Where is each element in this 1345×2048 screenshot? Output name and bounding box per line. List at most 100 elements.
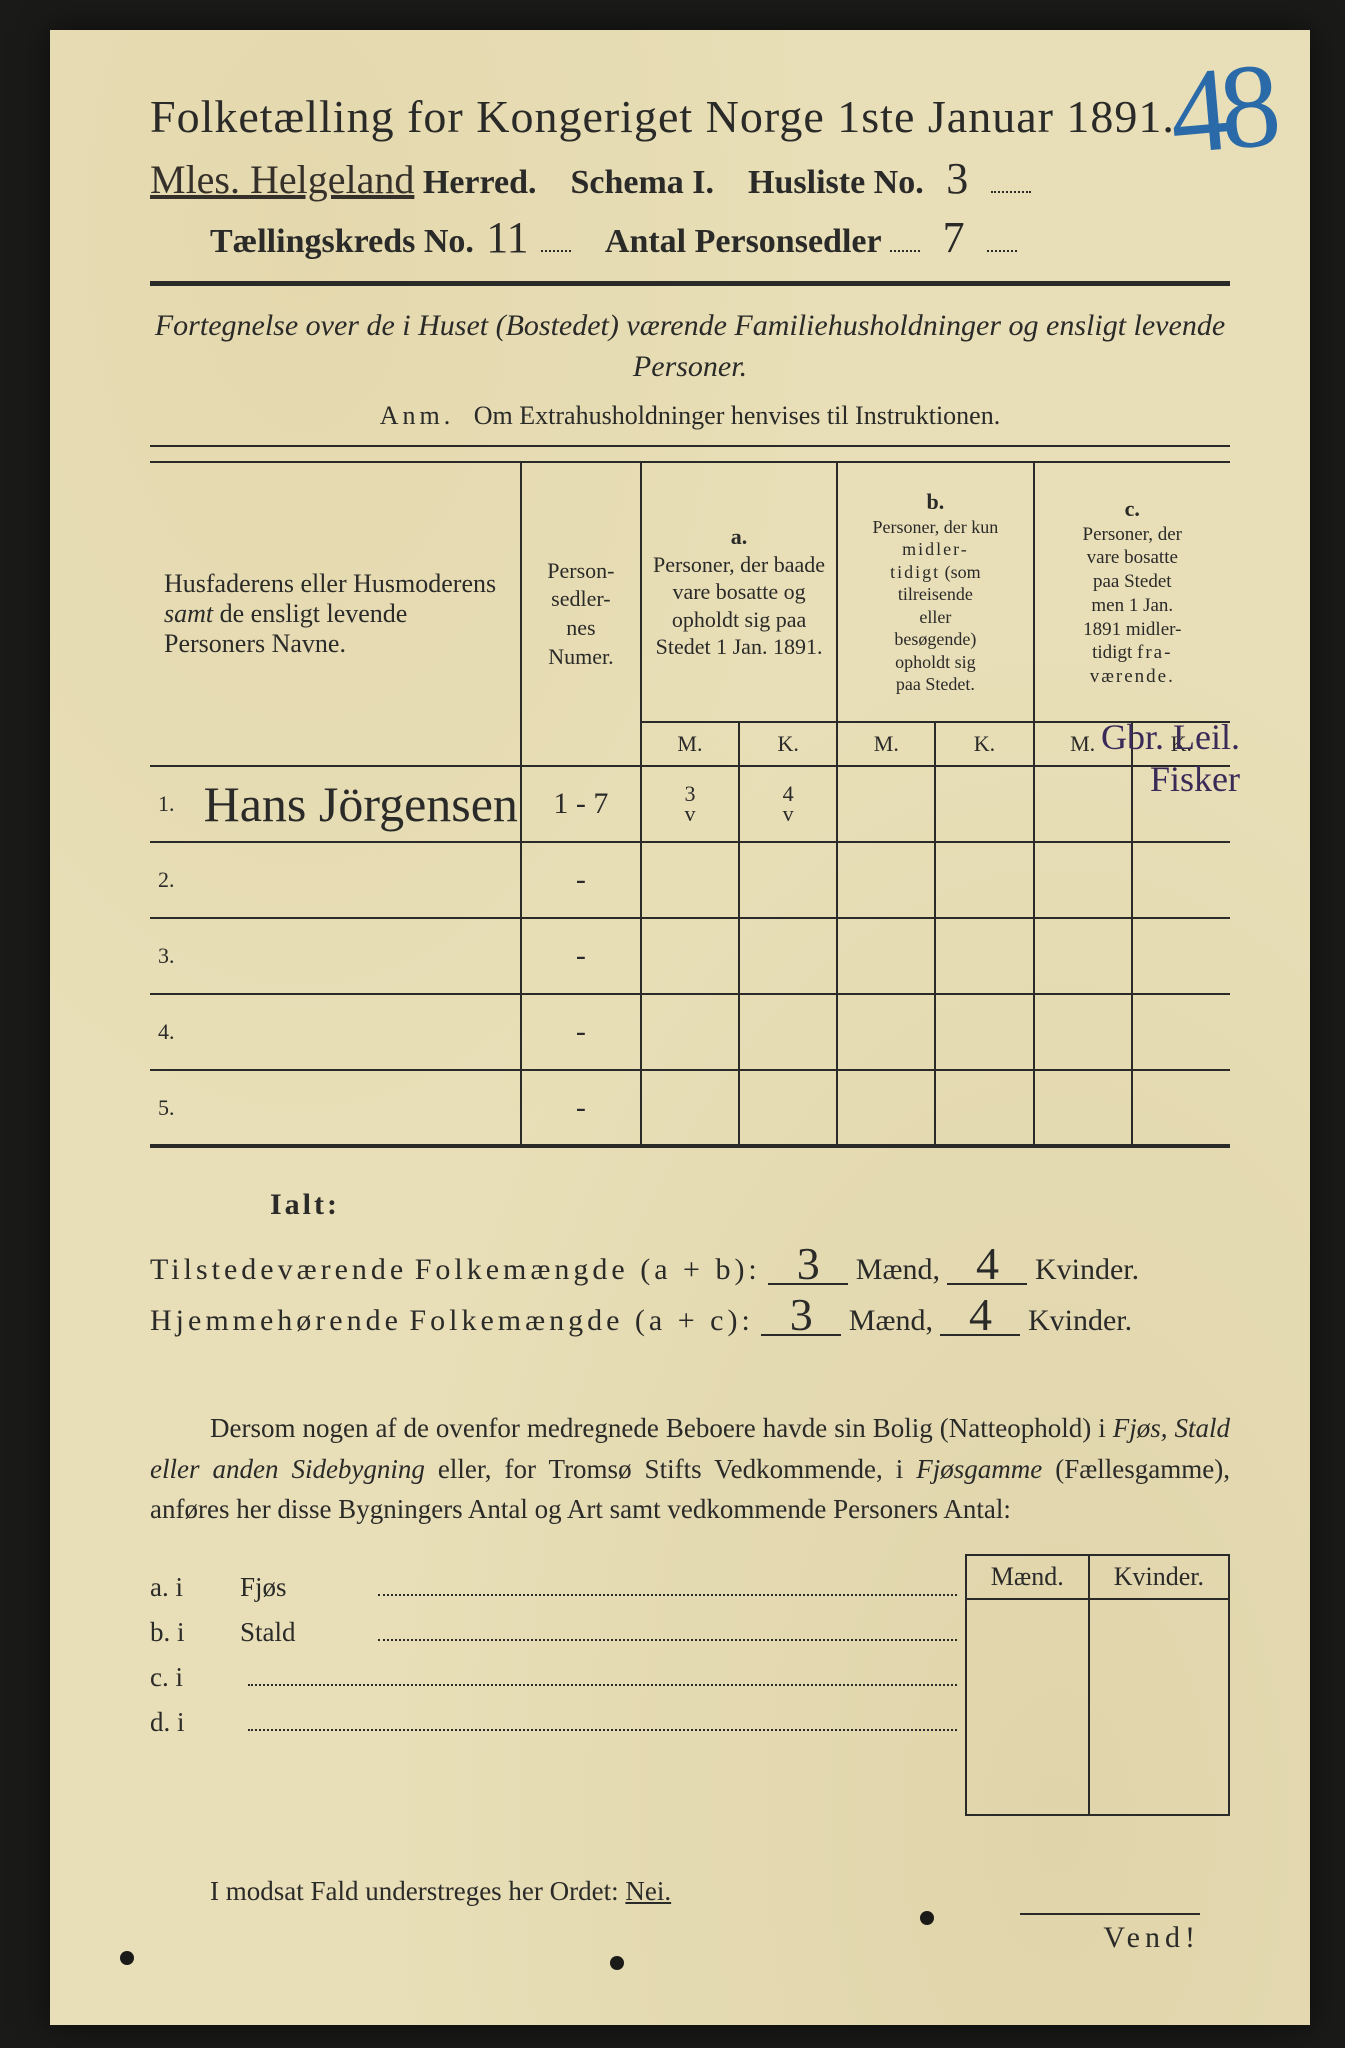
- row-number: 2.: [150, 842, 194, 918]
- herred-handwritten: Mles. Helgeland: [150, 156, 414, 203]
- ialt-2-m: 3: [761, 1297, 841, 1336]
- taellingskreds-label: Tællingskreds No.: [210, 223, 474, 260]
- dotfill: [890, 221, 920, 252]
- household-table: Husfaderens eller Husmoderens samt de en…: [150, 461, 1230, 1148]
- b-k-cell: [935, 842, 1033, 918]
- row-number: 4.: [150, 994, 194, 1070]
- mk-cell: [966, 1761, 1089, 1815]
- col-a-header: a. Personer, der baade vare bosatte og o…: [641, 462, 837, 722]
- ialt-label: Ialt:: [270, 1188, 340, 1222]
- maend-label: Mænd,: [849, 1304, 933, 1337]
- numer-cell: -: [521, 918, 641, 994]
- abcd-a2: Fjøs: [240, 1572, 370, 1603]
- numer-cell: 1 - 7: [521, 766, 641, 842]
- col-c-label: c.: [1043, 495, 1222, 523]
- instruction-paragraph: Dersom nogen af de ovenfor medregnede Be…: [150, 1408, 1230, 1530]
- census-form-page: 48 Folketælling for Kongeriget Norge 1st…: [50, 30, 1310, 2025]
- abcd-row-b: b. i Stald: [150, 1617, 965, 1648]
- dots: [378, 1573, 957, 1596]
- ialt-line-1: Tilstedeværende Folkemængde (a + b): 3 M…: [150, 1246, 1230, 1287]
- numer-cell: -: [521, 994, 641, 1070]
- mk-cell: [966, 1653, 1089, 1707]
- table-row: 3. -: [150, 918, 1230, 994]
- c-m-cell: [1034, 766, 1132, 842]
- abcd-row-d: d. i: [150, 1707, 965, 1738]
- b-k-cell: [935, 766, 1033, 842]
- b-k: K.: [935, 722, 1033, 766]
- hole-dot: [920, 1911, 934, 1925]
- b-k-cell: [935, 918, 1033, 994]
- mk-cell: [966, 1599, 1089, 1653]
- a-k-cell: 4v: [739, 766, 837, 842]
- name-cell: [194, 842, 521, 918]
- b-m-cell: [837, 766, 935, 842]
- c-k-cell: [1132, 1070, 1230, 1146]
- name-cell: [194, 994, 521, 1070]
- c-m-cell: [1034, 994, 1132, 1070]
- subtitle: Fortegnelse over de i Huset (Bostedet) v…: [150, 306, 1230, 387]
- mk-cell: [1089, 1653, 1229, 1707]
- hole-dot: [120, 1951, 134, 1965]
- abcd-row-a: a. i Fjøs: [150, 1572, 965, 1603]
- b-k-cell: [935, 1070, 1033, 1146]
- mk-cell: [966, 1707, 1089, 1761]
- c-k-cell: [1132, 842, 1230, 918]
- mk-cell: [1089, 1707, 1229, 1761]
- a-m-cell: 3v: [641, 766, 739, 842]
- main-table-wrap: Husfaderens eller Husmoderens samt de en…: [150, 461, 1230, 1148]
- col-a-label: a.: [650, 523, 828, 551]
- table-row: 4. -: [150, 994, 1230, 1070]
- a-k: K.: [739, 722, 837, 766]
- thick-rule: [150, 281, 1230, 286]
- table-row: 1. Hans Jörgensen 1 - 7 3v 4v: [150, 766, 1230, 842]
- col-names-header: Husfaderens eller Husmoderens samt de en…: [150, 462, 521, 766]
- c-k-cell: [1132, 918, 1230, 994]
- b-m: M.: [837, 722, 935, 766]
- ialt-section: Ialt: Tilstedeværende Folkemængde (a + b…: [150, 1188, 1230, 1338]
- b-k-cell: [935, 994, 1033, 1070]
- mk-kvinder: Kvinder.: [1089, 1555, 1229, 1599]
- margin-note-1: Gbr. Leil.: [1101, 719, 1240, 757]
- husliste-no: 3: [932, 153, 982, 204]
- ialt-2b: Folkemængde (a + c):: [409, 1304, 753, 1337]
- mk-maend: Mænd.: [966, 1555, 1089, 1599]
- header-line-3: Tællingskreds No. 11 Antal Personsedler …: [150, 212, 1230, 263]
- nei-word: Nei.: [625, 1876, 671, 1906]
- mk-table: Mænd.Kvinder.: [965, 1554, 1230, 1816]
- table-row: 5. -: [150, 1070, 1230, 1146]
- ialt-2a: Hjemmehørende: [150, 1304, 402, 1337]
- c-m-cell: [1034, 918, 1132, 994]
- row-number: 5.: [150, 1070, 194, 1146]
- abcd-b: b. i: [150, 1617, 240, 1648]
- herred-label: Herred.: [423, 164, 537, 201]
- abcd-wrap: a. i Fjøs b. i Stald c. i d. i Mænd.Kvin…: [150, 1540, 1230, 1816]
- vend-label: Vend!: [1020, 1913, 1200, 1955]
- margin-note-2: Fisker: [1150, 761, 1240, 799]
- abcd-list: a. i Fjøs b. i Stald c. i d. i: [150, 1558, 965, 1752]
- name-cell: [194, 1070, 521, 1146]
- b-m-cell: [837, 918, 935, 994]
- ialt-2-k: 4: [940, 1297, 1020, 1336]
- anm-text: Om Extrahusholdninger henvises til Instr…: [474, 401, 1000, 430]
- corner-page-number: 48: [1164, 36, 1276, 182]
- dots: [378, 1618, 957, 1641]
- numer-cell: -: [521, 1070, 641, 1146]
- thin-rule: [150, 445, 1230, 447]
- name-cell: Hans Jörgensen: [194, 766, 521, 842]
- dotfill: [991, 162, 1031, 193]
- schema-label: Schema I.: [570, 164, 714, 201]
- a-k-cell: [739, 918, 837, 994]
- mk-cell: [1089, 1599, 1229, 1653]
- para-t2: eller, for Tromsø Stifts Vedkommende, i: [425, 1454, 916, 1484]
- numer-cell: -: [521, 842, 641, 918]
- personsedler-label: Antal Personsedler: [605, 223, 882, 260]
- mk-table-wrap: Mænd.Kvinder.: [965, 1554, 1230, 1816]
- nei-line: I modsat Fald understreges her Ordet: Ne…: [150, 1876, 1230, 1907]
- col-b-header: b. Personer, der kun midler-tidigt (somt…: [837, 462, 1033, 722]
- b-m-cell: [837, 1070, 935, 1146]
- nei-text: I modsat Fald understreges her Ordet:: [210, 1876, 625, 1906]
- ialt-1a: Tilstedeværende: [150, 1253, 407, 1286]
- abcd-a: a. i: [150, 1572, 240, 1603]
- husliste-label: Husliste No.: [748, 164, 924, 201]
- ialt-1b: Folkemængde (a + b):: [415, 1253, 761, 1286]
